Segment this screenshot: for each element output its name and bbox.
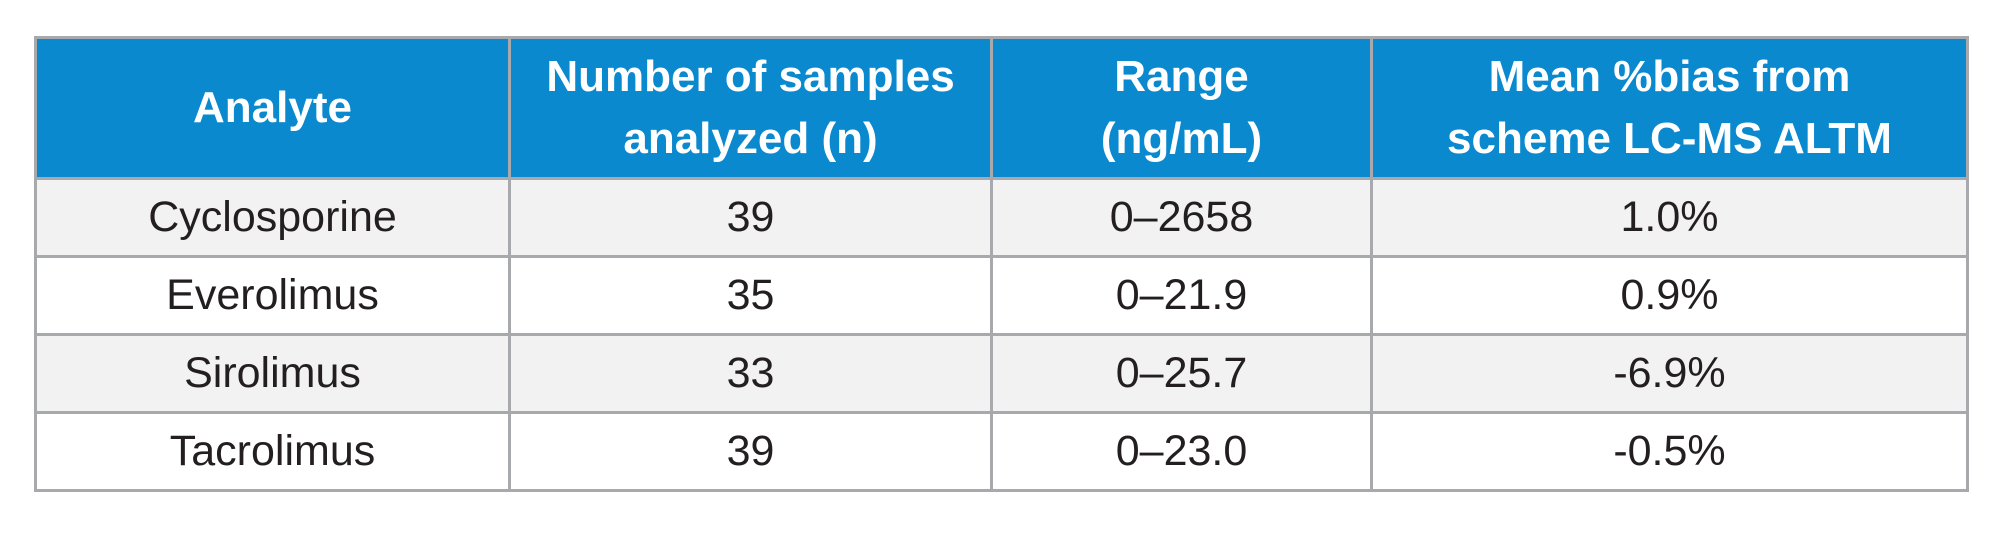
analyte-cell: Tacrolimus [34, 411, 511, 492]
header-sample-count-line-1: Number of samples [546, 52, 955, 101]
table-body: Cyclosporine 39 0–2658 1.0% Everolimus 3… [34, 177, 1969, 492]
range-cell: 0–25.7 [990, 333, 1373, 414]
header-range-line-2: (ng/mL) [1100, 114, 1263, 163]
header-mean-bias-line-2: scheme LC-MS ALTM [1447, 114, 1892, 163]
analyte-cell: Sirolimus [34, 333, 511, 414]
sample-count-cell: 35 [508, 255, 993, 336]
header-mean-bias-line-1: Mean %bias from [1488, 52, 1851, 101]
header-sample-count-line-2: analyzed (n) [623, 114, 878, 163]
analyte-cell: Everolimus [34, 255, 511, 336]
range-cell: 0–2658 [990, 177, 1373, 258]
table-row: Cyclosporine 39 0–2658 1.0% [34, 177, 1969, 258]
mean-bias-cell: -6.9% [1370, 333, 1969, 414]
results-table: Analyte Number of samples analyzed (n) R… [34, 36, 1969, 492]
sample-count-cell: 39 [508, 177, 993, 258]
header-mean-bias: Mean %bias from scheme LC-MS ALTM [1370, 36, 1969, 180]
table-row: Everolimus 35 0–21.9 0.9% [34, 255, 1969, 336]
table-header: Analyte Number of samples analyzed (n) R… [34, 36, 1969, 180]
sample-count-cell: 39 [508, 411, 993, 492]
header-analyte: Analyte [34, 36, 511, 180]
header-range: Range (ng/mL) [990, 36, 1373, 180]
header-row: Analyte Number of samples analyzed (n) R… [34, 36, 1969, 180]
range-cell: 0–21.9 [990, 255, 1373, 336]
range-cell: 0–23.0 [990, 411, 1373, 492]
header-range-line-1: Range [1114, 52, 1249, 101]
header-sample-count: Number of samples analyzed (n) [508, 36, 993, 180]
header-analyte-line-1: Analyte [193, 83, 352, 132]
analyte-cell: Cyclosporine [34, 177, 511, 258]
mean-bias-cell: -0.5% [1370, 411, 1969, 492]
table-row: Sirolimus 33 0–25.7 -6.9% [34, 333, 1969, 414]
sample-count-cell: 33 [508, 333, 993, 414]
mean-bias-cell: 1.0% [1370, 177, 1969, 258]
mean-bias-cell: 0.9% [1370, 255, 1969, 336]
table-row: Tacrolimus 39 0–23.0 -0.5% [34, 411, 1969, 492]
